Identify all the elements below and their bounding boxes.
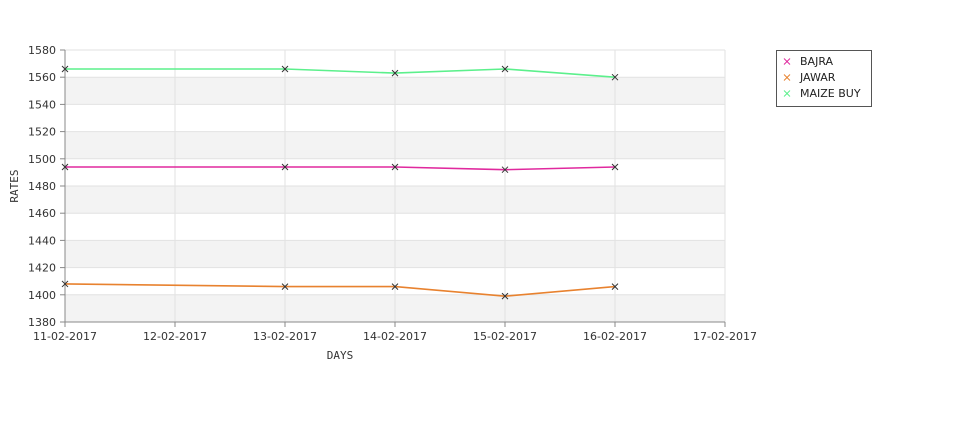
legend-label: BAJRA <box>800 55 834 68</box>
data-point-jawar <box>61 280 69 288</box>
x-tick-label: 17-02-2017 <box>693 330 757 343</box>
y-tick-labels: 1380 1400 1420 1440 1460 1480 1500 1520 1540 1560… <box>28 44 56 329</box>
data-point-bajra <box>281 163 289 171</box>
x-tick-label: 11-02-2017 <box>33 330 97 343</box>
y-tick-label: 1420 <box>28 262 56 275</box>
data-point-maize-buy <box>391 69 399 77</box>
y-tick-label: 1460 <box>28 207 56 220</box>
series-line-bajra <box>65 166 616 171</box>
data-point-bajra <box>501 166 509 174</box>
series-lines <box>61 65 619 300</box>
y-tick-label: 1380 <box>28 316 56 329</box>
data-point-maize-buy <box>281 65 289 73</box>
data-point-maize-buy <box>611 73 619 81</box>
x-tick-labels: 11-02-2017 12-02-2017 13-02-2017 14-02-2017… <box>33 330 757 343</box>
data-point-bajra <box>391 163 399 171</box>
data-point-maize-buy <box>501 65 509 73</box>
y-tick-label: 1440 <box>28 234 56 247</box>
x-tick-label: 14-02-2017 <box>363 330 427 343</box>
data-point-jawar <box>391 283 399 290</box>
legend-marker-jawar <box>783 74 791 81</box>
legend-label: MAIZE BUY <box>800 87 861 100</box>
y-axis-title: RATES <box>8 169 21 202</box>
data-point-jawar <box>611 283 619 290</box>
x-tick-label: 12-02-2017 <box>143 330 207 343</box>
data-point-jawar <box>281 283 289 290</box>
y-tick-label: 1520 <box>28 126 56 139</box>
data-point-maize-buy <box>61 65 69 73</box>
y-tick-label: 1560 <box>28 71 56 84</box>
series-line-maize-buy <box>65 68 616 78</box>
legend-item-bajra: BAJRA <box>783 55 834 68</box>
data-point-bajra <box>611 163 619 171</box>
x-tick-label: 15-02-2017 <box>473 330 537 343</box>
x-tick-label: 16-02-2017 <box>583 330 647 343</box>
data-point-jawar <box>501 292 509 300</box>
grid-lines <box>64 49 726 323</box>
y-tick-label: 1400 <box>28 289 56 302</box>
legend-label: JAWAR <box>799 71 836 84</box>
axes <box>60 49 726 327</box>
y-tick-label: 1480 <box>28 180 56 193</box>
y-tick-label: 1500 <box>28 153 56 166</box>
x-tick-label: 13-02-2017 <box>253 330 317 343</box>
y-tick-label: 1580 <box>28 44 56 57</box>
data-point-bajra <box>61 163 69 171</box>
legend-marker-maize-buy <box>783 90 791 97</box>
y-tick-label: 1540 <box>28 98 56 111</box>
legend: BAJRA JAWAR MAIZE BUY <box>776 50 872 107</box>
legend-item-jawar: JAWAR <box>783 71 836 84</box>
legend-marker-bajra <box>783 58 791 65</box>
legend-box <box>776 50 872 107</box>
x-axis-title: DAYS <box>327 349 354 362</box>
legend-item-maize-buy: MAIZE BUY <box>783 87 861 100</box>
